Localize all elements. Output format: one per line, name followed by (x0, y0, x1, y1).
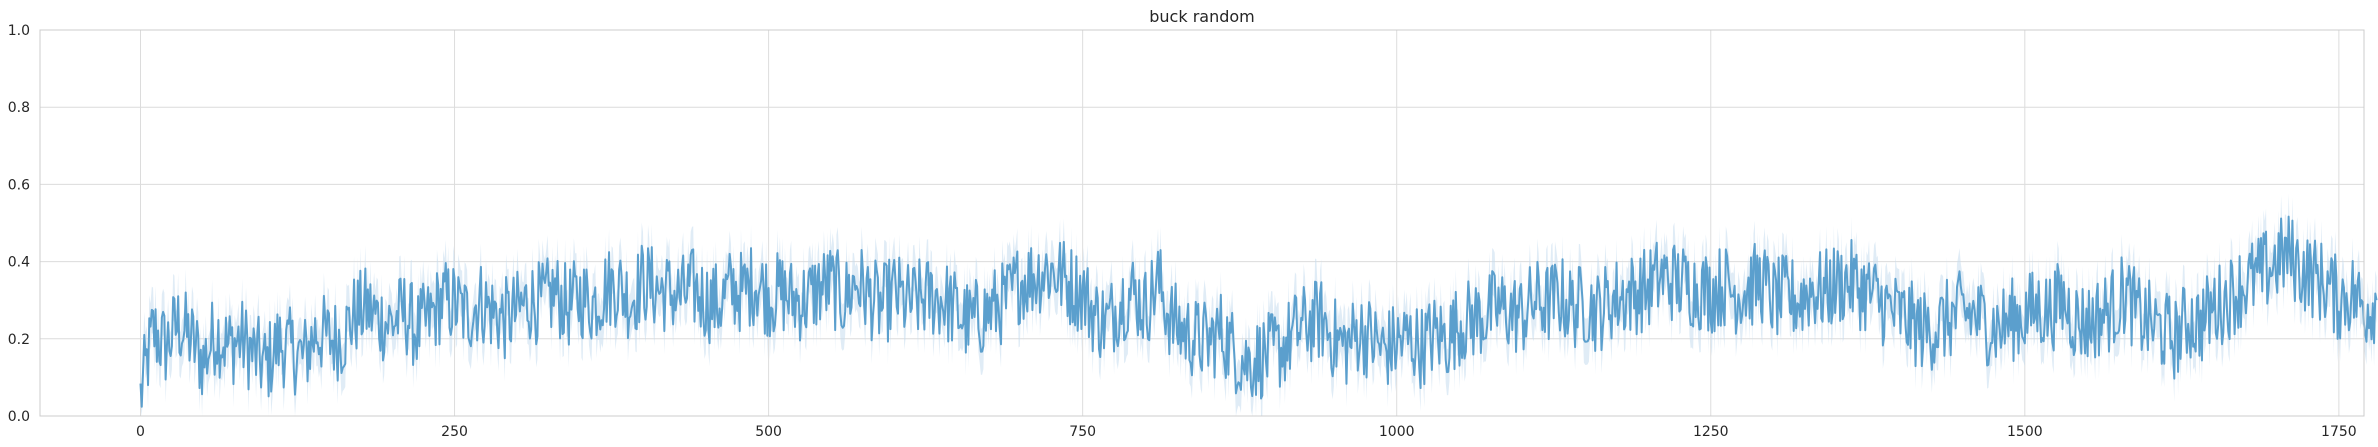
series-lines (139, 215, 2378, 408)
y-tick-label: 0.2 (8, 332, 30, 348)
y-tick-label: 0.8 (8, 100, 30, 116)
x-tick-label: 1750 (2321, 424, 2357, 440)
y-tick-label: 0.6 (8, 177, 30, 193)
y-axis-ticks: 0.0 0.2 0.4 0.6 0.8 1.0 (8, 23, 30, 425)
x-tick-label: 250 (441, 424, 468, 440)
x-tick-label: 1000 (1379, 424, 1415, 440)
x-tick-label: 750 (1069, 424, 1096, 440)
x-tick-label: 1500 (2007, 424, 2043, 440)
x-axis-ticks: 0 250 500 750 1000 1250 1500 1750 (136, 424, 2357, 440)
x-tick-label: 0 (136, 424, 145, 440)
chart-title: buck random (1149, 7, 1255, 26)
x-tick-label: 500 (755, 424, 782, 440)
series-line (139, 215, 2378, 408)
x-tick-label: 1250 (1693, 424, 1729, 440)
y-tick-label: 1.0 (8, 23, 30, 39)
y-tick-label: 0.0 (8, 409, 30, 425)
y-tick-label: 0.4 (8, 255, 30, 271)
plot-frame (39, 29, 2365, 417)
